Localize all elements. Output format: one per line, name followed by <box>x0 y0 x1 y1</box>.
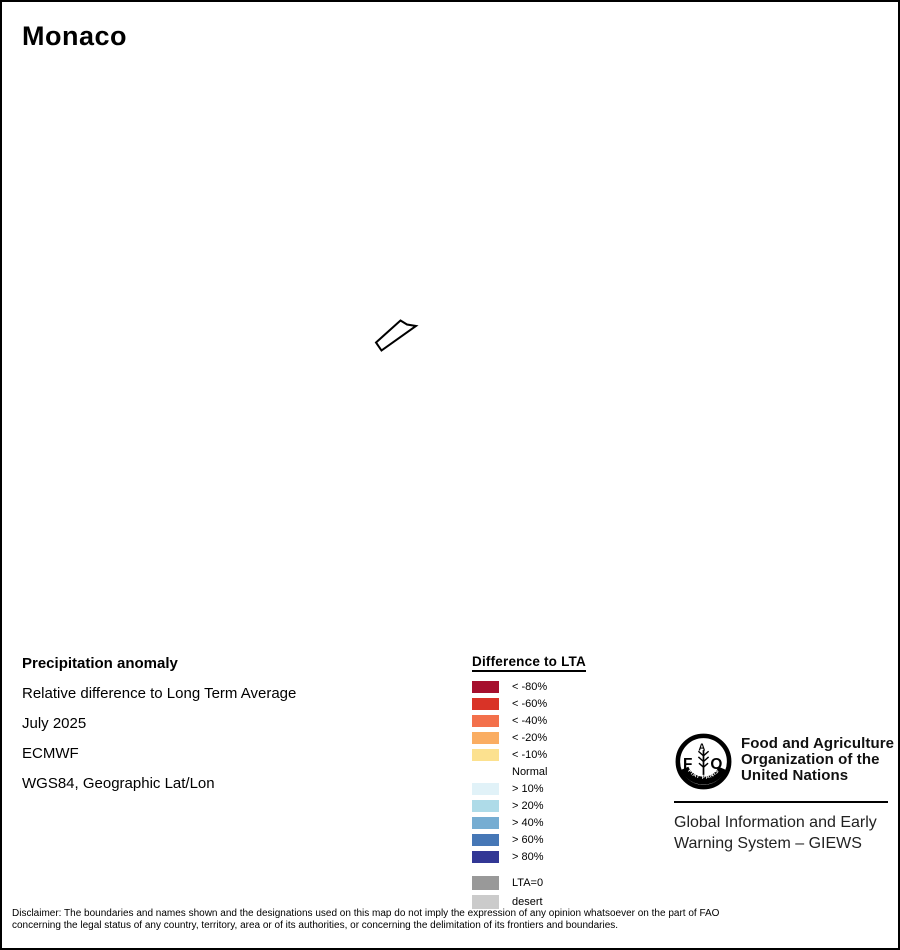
legend-label: Normal <box>512 765 548 778</box>
fao-org-name: Food and Agriculture Organization of the… <box>741 736 894 784</box>
legend-label: < -60% <box>512 697 548 710</box>
svg-text:F: F <box>683 756 692 773</box>
legend-swatch <box>472 748 499 761</box>
legend-label: > 40% <box>512 816 544 829</box>
giews-label: Global Information and Early Warning Sys… <box>674 812 877 854</box>
legend-swatch <box>472 782 499 795</box>
legend-item-lta-zero: LTA=0 <box>472 873 586 892</box>
legend-item: < -40% <box>472 712 586 729</box>
legend-label: < -10% <box>512 748 548 761</box>
legend-item: < -80% <box>472 678 586 695</box>
disclaimer-text: Disclaimer: The boundaries and names sho… <box>12 908 892 931</box>
legend-item: > 80% <box>472 848 586 865</box>
legend: Difference to LTA < -80% < -60% < -40% <… <box>472 653 586 911</box>
disclaimer-line: Disclaimer: The boundaries and names sho… <box>12 908 720 919</box>
legend-item: > 20% <box>472 797 586 814</box>
svg-text:O: O <box>710 756 722 773</box>
legend-swatch <box>472 816 499 829</box>
legend-label: LTA=0 <box>512 876 544 889</box>
legend-item: < -60% <box>472 695 586 712</box>
legend-title: Difference to LTA <box>472 654 586 672</box>
legend-swatch <box>472 850 499 863</box>
svg-text:A: A <box>698 743 705 754</box>
legend-label: < -40% <box>512 714 548 727</box>
legend-swatch <box>472 875 499 890</box>
legend-label: > 10% <box>512 782 544 795</box>
giews-line: Global Information and Early <box>674 814 877 831</box>
info-projection: WGS84, Geographic Lat/Lon <box>22 775 215 792</box>
legend-item: > 40% <box>472 814 586 831</box>
legend-label: < -80% <box>512 680 548 693</box>
giews-line: Warning System – GIEWS <box>674 835 862 852</box>
disclaimer-line: concerning the legal status of any count… <box>12 919 619 931</box>
legend-label: > 80% <box>512 850 544 863</box>
legend-label: > 60% <box>512 833 544 846</box>
legend-swatch <box>472 833 499 846</box>
legend-item-desert: desert <box>472 892 586 911</box>
legend-swatch <box>472 799 499 812</box>
legend-swatch <box>472 894 499 909</box>
legend-label: < -20% <box>512 731 548 744</box>
legend-swatch <box>472 714 499 727</box>
fao-divider <box>674 801 888 803</box>
legend-label: desert <box>512 895 543 908</box>
page-title: Monaco <box>22 21 128 51</box>
monaco-map <box>374 319 419 352</box>
monaco-outline <box>374 319 419 352</box>
map-info-block: Precipitation anomaly Relative differenc… <box>22 655 296 805</box>
fao-org-line: United Nations <box>741 767 849 784</box>
fao-logo-icon: F A O FIAT PANIS <box>675 733 732 790</box>
fao-org-line: Organization of the <box>741 751 880 768</box>
legend-item: > 10% <box>472 780 586 797</box>
info-source: ECMWF <box>22 745 79 762</box>
legend-swatch <box>472 680 499 693</box>
legend-swatch <box>472 765 499 778</box>
legend-swatch <box>472 731 499 744</box>
legend-item: < -20% <box>472 729 586 746</box>
info-period: July 2025 <box>22 715 87 732</box>
legend-item: < -10% <box>472 746 586 763</box>
legend-item-normal: Normal <box>472 763 586 780</box>
legend-label: > 20% <box>512 799 544 812</box>
info-heading: Precipitation anomaly <box>22 655 178 672</box>
info-subtitle: Relative difference to Long Term Average <box>22 685 297 702</box>
legend-swatch <box>472 697 499 710</box>
fao-org-line: Food and Agriculture <box>741 735 895 752</box>
legend-item: > 60% <box>472 831 586 848</box>
